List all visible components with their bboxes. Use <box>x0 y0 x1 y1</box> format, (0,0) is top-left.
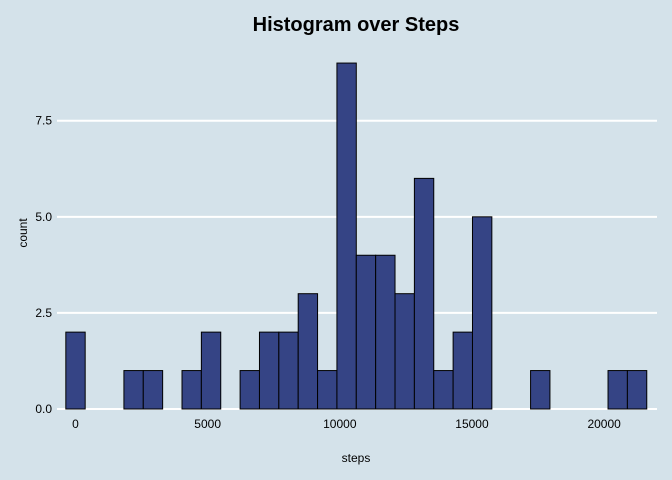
x-tick-label: 10000 <box>323 417 357 431</box>
chart-title: Histogram over Steps <box>253 14 460 36</box>
y-tick-label: 2.5 <box>35 306 52 320</box>
histogram-bar <box>433 370 454 410</box>
y-tick-label: 5.0 <box>35 210 52 224</box>
histogram-bar <box>355 254 377 410</box>
histogram-bar <box>375 254 396 410</box>
histogram-bar <box>413 177 435 410</box>
histogram-bar <box>239 370 260 410</box>
y-tick-label: 0.0 <box>35 402 52 416</box>
histogram-bar <box>65 331 86 410</box>
histogram-bar <box>278 331 299 410</box>
x-tick-label: 15000 <box>455 417 489 431</box>
histogram-bar <box>336 62 357 410</box>
histogram-bar <box>297 293 319 410</box>
x-axis-label: steps <box>342 451 371 465</box>
histogram-bar <box>471 216 493 410</box>
x-tick-label: 5000 <box>194 417 221 431</box>
histogram-bar <box>123 370 144 410</box>
y-axis-label: count <box>16 218 30 248</box>
histogram-bar <box>142 370 164 410</box>
bars <box>65 62 648 410</box>
histogram-bar <box>607 370 628 410</box>
histogram-bar <box>181 370 202 410</box>
x-tick-label: 0 <box>72 417 79 431</box>
x-tick-labels: 0 5000 10000 15000 20000 <box>72 417 621 431</box>
histogram-bar <box>200 331 222 410</box>
histogram-bar <box>258 331 280 410</box>
y-tick-labels: 0.0 2.5 5.0 7.5 <box>35 114 52 416</box>
histogram-bar <box>452 331 473 410</box>
histogram-bar <box>317 370 338 410</box>
histogram-bar <box>626 370 648 410</box>
x-tick-label: 20000 <box>587 417 621 431</box>
y-tick-label: 7.5 <box>35 114 52 128</box>
histogram-bar <box>394 293 415 410</box>
histogram-bar <box>530 370 551 410</box>
